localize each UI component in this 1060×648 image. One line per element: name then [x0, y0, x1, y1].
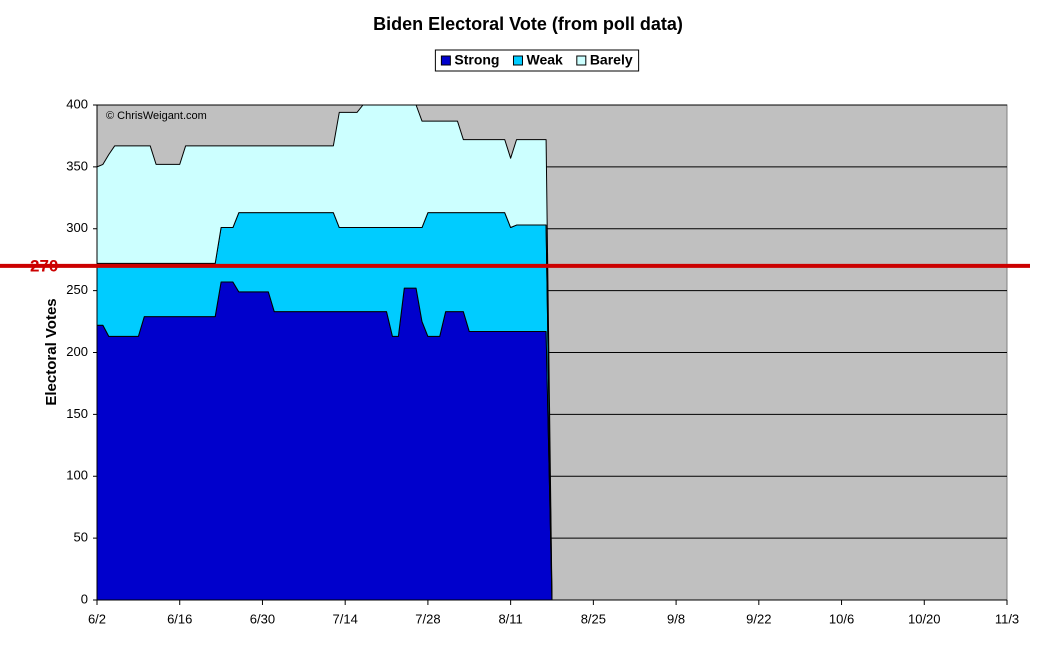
x-tick-label: 9/22: [746, 611, 771, 626]
y-tick-label: 0: [81, 591, 88, 606]
chart-title: Biden Electoral Vote (from poll data): [373, 14, 683, 34]
credit: © ChrisWeigant.com: [106, 110, 207, 122]
x-tick-label: 10/20: [908, 611, 941, 626]
x-tick-label: 8/11: [498, 611, 522, 626]
y-tick-label: 150: [66, 406, 88, 421]
y-tick-label: 300: [66, 220, 88, 235]
x-tick-label: 10/6: [829, 611, 854, 626]
y-axis-label: Electoral Votes: [43, 298, 60, 405]
legend-label: Weak: [526, 52, 563, 68]
legend: Strong Weak Barely: [434, 49, 640, 72]
y-tick-label: 400: [66, 96, 88, 111]
legend-box: [434, 49, 640, 72]
area: [96, 104, 553, 601]
x-tick-label: 11/3: [995, 611, 1019, 626]
legend-swatch: [440, 55, 451, 66]
x-tick-label: 7/14: [333, 611, 358, 626]
x-tick-label: 6/30: [250, 611, 275, 626]
y-tick-label: 100: [66, 468, 88, 483]
x-tick-label: 9/8: [667, 611, 685, 626]
x-tick-label: 8/25: [581, 611, 606, 626]
y-tick-label: 350: [66, 158, 88, 173]
legend-label: Barely: [590, 52, 633, 68]
legend-label: Strong: [454, 52, 499, 68]
threshold-label: 270: [30, 256, 58, 275]
x-tick-label: 7/28: [415, 611, 440, 626]
y-tick-label: 250: [66, 282, 88, 297]
x-tick-label: 6/16: [167, 611, 192, 626]
y-tick-label: 200: [66, 344, 88, 359]
x-tick-label: 6/2: [88, 611, 106, 626]
y-tick-label: 50: [74, 530, 88, 545]
legend-swatch: [512, 55, 523, 66]
legend-swatch: [576, 55, 587, 66]
